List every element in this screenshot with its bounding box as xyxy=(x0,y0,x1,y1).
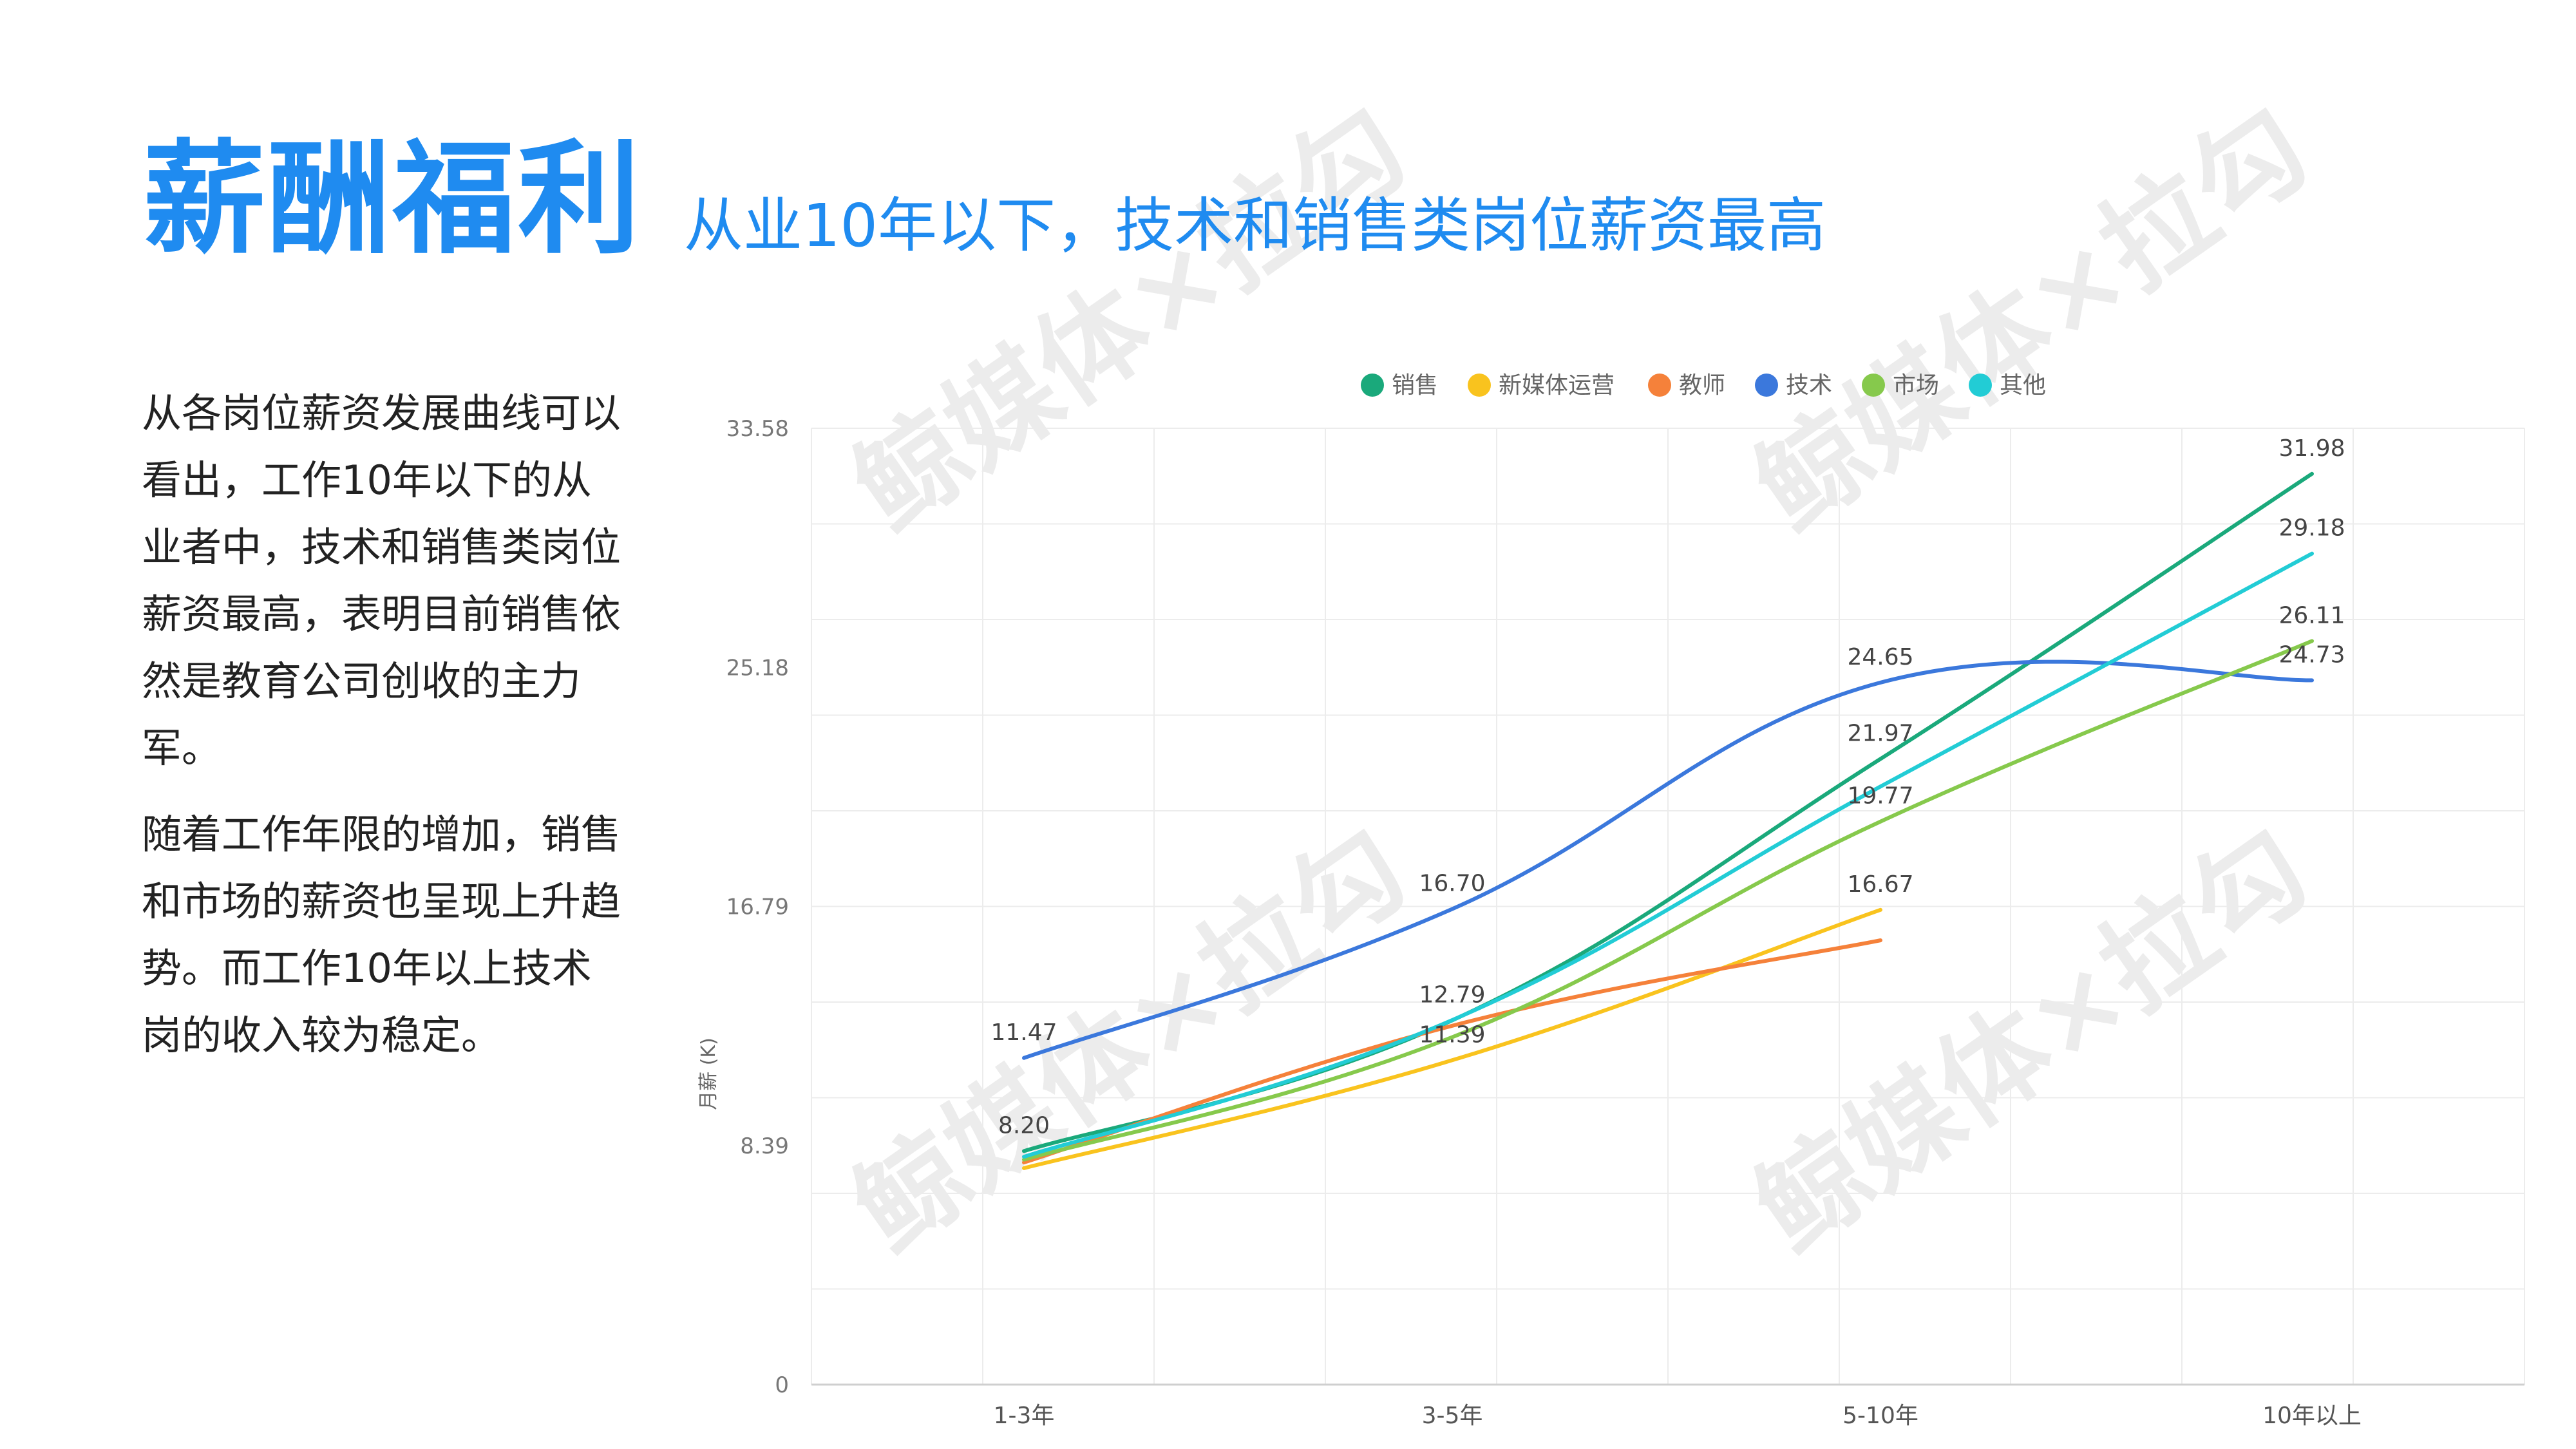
page-title: 薪酬福利 xyxy=(143,128,643,270)
data-label: 24.65 xyxy=(1847,644,1913,670)
chart-svg: 0 8.39 16.79 25.18 33.58 月薪 (K) 1-3年 3-5年 5-10年 1… xyxy=(697,372,2525,1429)
salary-line-chart: 0 8.39 16.79 25.18 33.58 月薪 (K) 1-3年 3-5年 5-10年 1… xyxy=(670,348,2537,1445)
description-paragraph: 随着工作年限的增加，销售和市场的薪资也呈现上升趋势。而工作10年以上技术岗的收入… xyxy=(142,811,621,1059)
y-tick-label: 25.18 xyxy=(726,655,789,681)
legend-swatch xyxy=(1468,374,1491,397)
page-subtitle: 从业10年以下，技术和销售类岗位薪资最高 xyxy=(684,191,1826,260)
y-tick-label: 0 xyxy=(775,1372,789,1398)
data-label: 24.73 xyxy=(2278,641,2345,668)
legend-label: 市场 xyxy=(1893,372,1939,399)
data-label: 11.47 xyxy=(990,1019,1057,1046)
x-tick-label: 5-10年 xyxy=(1842,1403,1918,1429)
x-tick-label: 3-5年 xyxy=(1422,1403,1483,1429)
legend-label: 新媒体运营 xyxy=(1499,372,1615,399)
data-label: 31.98 xyxy=(2278,435,2345,462)
y-tick-label: 8.39 xyxy=(740,1133,789,1159)
legend-label: 教师 xyxy=(1679,372,1725,399)
data-label: 16.70 xyxy=(1419,870,1485,896)
legend-label: 其他 xyxy=(2000,372,2046,399)
series-line-技术 xyxy=(1022,659,2314,1060)
y-tick-label: 16.79 xyxy=(726,895,789,920)
legend-swatch xyxy=(1755,374,1778,397)
y-axis-label: 月薪 (K) xyxy=(697,1037,720,1110)
data-label: 11.39 xyxy=(1419,1021,1485,1048)
legend-swatch xyxy=(1862,374,1885,397)
legend-swatch xyxy=(1648,374,1671,397)
description-text: 从各岗位薪资发展曲线可以看出，工作10年以下的从业者中，技术和销售类岗位薪资最高… xyxy=(142,380,631,1088)
legend-swatch xyxy=(1361,374,1384,397)
legend-swatch xyxy=(1969,374,1992,397)
legend-label: 销售 xyxy=(1392,372,1438,399)
x-tick-label: 1-3年 xyxy=(994,1403,1055,1429)
series-line-新媒体运营 xyxy=(1022,907,1882,1170)
data-label: 8.20 xyxy=(998,1112,1050,1139)
series-line-其他 xyxy=(1022,551,2314,1159)
data-label: 16.67 xyxy=(1847,871,1913,898)
y-tick-label: 33.58 xyxy=(726,416,789,442)
x-tick-label: 10年以上 xyxy=(2262,1403,2362,1429)
data-label: 12.79 xyxy=(1419,981,1485,1008)
description-paragraph: 从各岗位薪资发展曲线可以看出，工作10年以下的从业者中，技术和销售类岗位薪资最高… xyxy=(142,390,621,772)
legend-label: 技术 xyxy=(1786,372,1832,399)
data-label: 29.18 xyxy=(2278,515,2345,542)
series-line-市场 xyxy=(1022,639,2314,1162)
data-label: 26.11 xyxy=(2278,602,2345,629)
data-label: 19.77 xyxy=(1847,783,1913,810)
data-label: 21.97 xyxy=(1847,720,1913,746)
